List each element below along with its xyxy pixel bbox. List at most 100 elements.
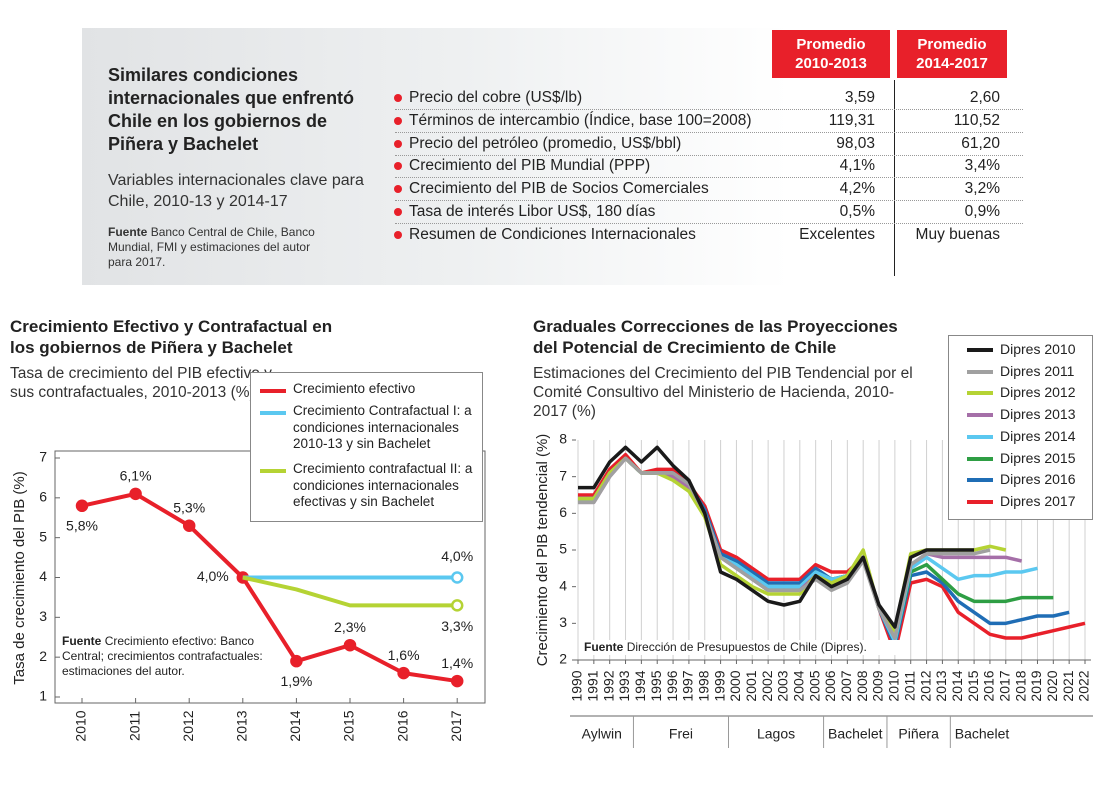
legend: Dipres 2010 Dipres 2011 Dipres 2012 Dipres … bbox=[948, 335, 1093, 520]
data-point bbox=[182, 519, 196, 532]
y-tick-label: 6 bbox=[559, 504, 567, 520]
row-value: 0,5% bbox=[839, 203, 875, 220]
column-header: Promedio 2014-2017 bbox=[897, 30, 1007, 78]
row-value: 61,20 bbox=[961, 134, 1000, 152]
legend-label: Dipres 2016 bbox=[1000, 471, 1076, 488]
legend-swatch bbox=[967, 391, 993, 396]
row-separator bbox=[395, 154, 1023, 156]
legend-label: Dipres 2010 bbox=[1000, 341, 1076, 357]
source-label: Fuente bbox=[584, 640, 624, 654]
series-line bbox=[81, 491, 458, 684]
period-label: Frei bbox=[669, 726, 693, 742]
row-label: Resumen de Condiciones Internacionales bbox=[409, 225, 696, 243]
row-bullet bbox=[394, 94, 402, 102]
x-tick-label: 2022 bbox=[1076, 670, 1092, 701]
legend-swatch bbox=[967, 369, 993, 374]
x-tick-label: 1996 bbox=[664, 670, 680, 701]
data-point bbox=[290, 654, 303, 668]
legend-swatch bbox=[967, 434, 993, 439]
row-label: Crecimiento del PIB Mundial (PPP) bbox=[409, 157, 651, 175]
legend-label: Crecimiento Contrafactual I: a condicion… bbox=[293, 403, 472, 451]
series-line bbox=[578, 456, 991, 640]
x-tick-label: 2017 bbox=[996, 670, 1012, 701]
x-tick-label: 2018 bbox=[1012, 670, 1028, 701]
row-separator bbox=[395, 109, 1023, 110]
period-label: Bachelet bbox=[828, 726, 883, 742]
source-label: Fuente bbox=[108, 225, 148, 239]
x-tick-label: 2010 bbox=[73, 710, 89, 741]
x-tick-label: 1995 bbox=[648, 670, 664, 701]
row-bullet bbox=[394, 185, 402, 194]
row-value: 3,59 bbox=[844, 89, 875, 106]
source-label: Fuente bbox=[62, 634, 102, 648]
y-axis-label: Tasa de crecimiento del PIB (%) bbox=[11, 471, 28, 684]
legend-swatch bbox=[967, 413, 993, 418]
data-label: 4,0% bbox=[197, 568, 229, 584]
table-subtitle: Variables internacionales clave para Chi… bbox=[108, 172, 364, 210]
x-tick-label: 2001 bbox=[743, 670, 759, 701]
column-header: Promedio 2010-2013 bbox=[772, 30, 890, 78]
data-label: 6,1% bbox=[120, 468, 152, 484]
legend-swatch bbox=[260, 469, 286, 473]
x-tick-label: 1999 bbox=[711, 670, 727, 701]
x-tick-label: 2014 bbox=[949, 670, 965, 701]
data-label: 4,0% bbox=[441, 548, 473, 564]
row-bullet bbox=[394, 230, 402, 239]
row-label: Crecimiento del PIB de Socios Comerciale… bbox=[409, 180, 709, 198]
legend-label: Dipres 2012 bbox=[1000, 384, 1076, 401]
source-text: Crecimiento efectivo: Banco Central; cre… bbox=[62, 634, 263, 678]
x-tick-label: 2014 bbox=[287, 710, 303, 741]
source: Fuente Banco Central de Chile, Banco Mun… bbox=[108, 225, 323, 270]
x-tick-label: 1992 bbox=[600, 670, 616, 701]
y-tick-label: 5 bbox=[39, 528, 47, 544]
x-tick-label: 2007 bbox=[838, 670, 854, 701]
x-tick-label: 2019 bbox=[1028, 670, 1044, 701]
legend-label: Crecimiento efectivo bbox=[293, 381, 416, 396]
y-axis-label: Crecimiento del PIB tendencial (%) bbox=[534, 434, 551, 667]
data-label: 3,3% bbox=[441, 618, 473, 634]
x-tick-label: 1997 bbox=[680, 670, 696, 701]
data-point bbox=[343, 638, 357, 652]
x-tick-label: 2021 bbox=[1060, 670, 1076, 701]
legend-label: Dipres 2014 bbox=[1000, 427, 1076, 444]
data-label: 2,3% bbox=[334, 619, 366, 635]
row-bullet bbox=[394, 116, 402, 125]
row-value: 4,1% bbox=[839, 157, 875, 175]
x-tick-label: 1994 bbox=[632, 670, 648, 701]
x-tick-label: 2006 bbox=[822, 670, 838, 701]
row-value: Muy buenas bbox=[915, 225, 1000, 243]
x-tick-label: 2005 bbox=[806, 670, 822, 701]
period-label: Piñera bbox=[898, 726, 939, 742]
x-tick-label: 2009 bbox=[870, 670, 886, 701]
legend-swatch bbox=[967, 456, 993, 461]
x-tick-label: 2012 bbox=[917, 670, 933, 701]
x-tick-label: 2004 bbox=[791, 670, 807, 701]
data-point bbox=[450, 674, 464, 688]
data-label: 1,6% bbox=[388, 647, 420, 663]
x-tick-label: 1993 bbox=[616, 670, 632, 701]
row-separator bbox=[395, 200, 1023, 202]
data-point bbox=[450, 571, 464, 584]
x-tick-label: 2013 bbox=[933, 670, 949, 701]
table-title: Similares condiciones internacionales qu… bbox=[108, 65, 355, 154]
x-tick-label: 2011 bbox=[126, 711, 142, 741]
row-label: Términos de intercambio (Índice, base 10… bbox=[409, 111, 752, 129]
legend-swatch bbox=[260, 411, 286, 415]
period-label: Bachelet bbox=[955, 726, 1010, 742]
row-value: Excelentes bbox=[799, 225, 875, 243]
y-tick-label: 3 bbox=[39, 608, 47, 624]
y-tick-label: 3 bbox=[559, 614, 567, 630]
y-tick-label: 6 bbox=[39, 489, 47, 505]
legend-swatch bbox=[967, 478, 993, 483]
y-tick-label: 2 bbox=[39, 648, 47, 664]
row-value: 3,2% bbox=[964, 180, 1000, 198]
x-tick-label: 2012 bbox=[180, 710, 196, 741]
legend-label: Crecimiento contrafactual II: a condicio… bbox=[293, 461, 473, 509]
x-tick-label: 2010 bbox=[886, 670, 902, 701]
legend-label: Dipres 2011 bbox=[1000, 362, 1075, 379]
y-tick-label: 4 bbox=[39, 568, 47, 584]
y-tick-label: 7 bbox=[39, 449, 47, 465]
row-label: Precio del petróleo (promedio, US$/bbl) bbox=[409, 134, 682, 152]
